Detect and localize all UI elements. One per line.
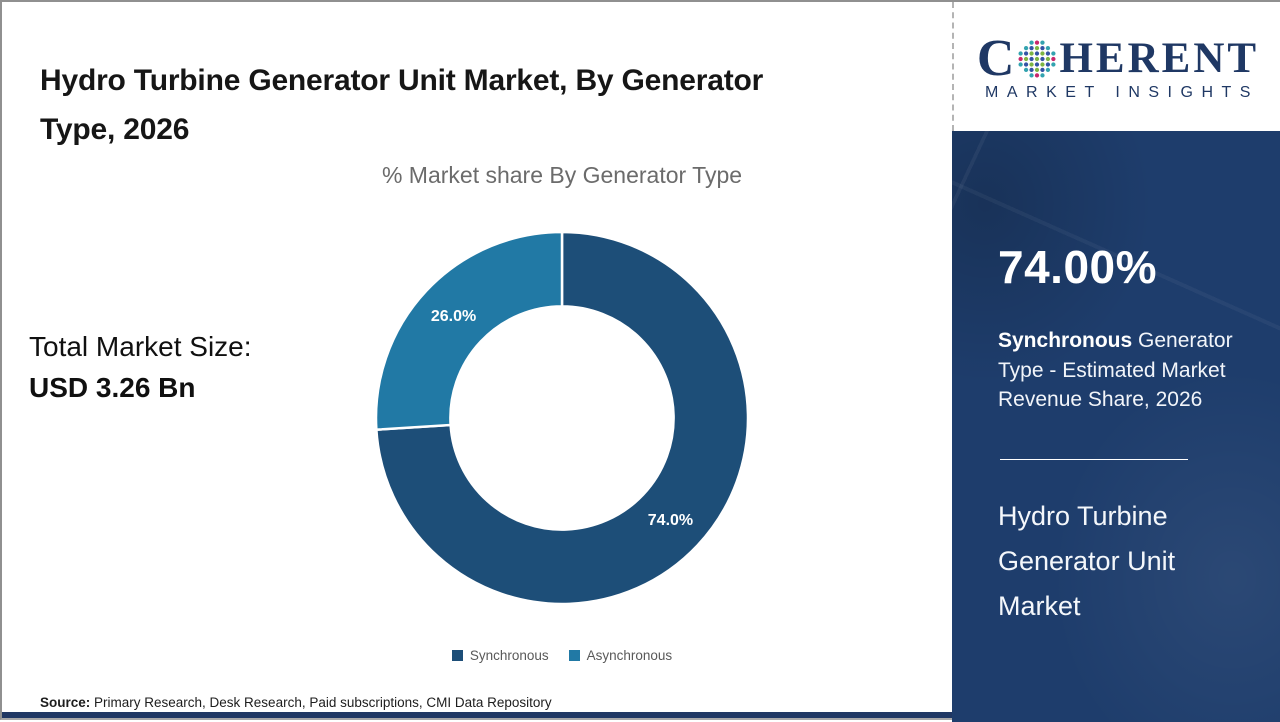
logo-subtitle: MARKET INSIGHTS [985,84,1259,101]
bottom-accent-bar [2,712,952,718]
total-market-size-value: USD 3.26 Bn [29,372,196,403]
chart-legend: Synchronous Asynchronous [312,648,812,663]
donut-slice-synchronous [375,230,750,606]
sidebar-divider [1000,459,1188,460]
logo-wordmark-rest: HERENT [1059,35,1260,82]
legend-swatch-synchronous-icon [451,650,463,661]
total-market-size-block: Total Market Size: USD 3.26 Bn [29,326,252,408]
donut-slice-asynchronous [374,230,564,432]
donut-chart: 74.0% 26.0% [362,218,762,618]
main-panel: Hydro Turbine Generator Unit Market, By … [2,2,952,718]
legend-item-asynchronous: Asynchronous [568,648,673,663]
source-text: Primary Research, Desk Research, Paid su… [90,695,552,710]
highlight-stat-value: 74.00% [998,241,1158,293]
stat-description-rest: Generator Type - Estimated Market Revenu… [998,329,1233,411]
sidebar-market-name: Hydro Turbine Generator Unit Market [998,501,1176,621]
slice-label-asynchronous: 26.0% [431,308,476,325]
brand-logo: C HERENT MARKET INSIGHTS [952,2,1280,131]
sidebar-panel: C HERENT MARKET INSIGHTS 74.00% Synchron… [952,2,1280,722]
highlight-stat-description: Synchronous Generator Type - Estimated M… [998,326,1254,415]
total-market-size-label: Total Market Size: [29,331,252,362]
logo-letter-c: C [976,30,1015,87]
slice-label-synchronous: 74.0% [648,512,693,529]
chart-subtitle: % Market share By Generator Type [381,162,743,188]
source-line: Source: Primary Research, Desk Research,… [40,695,552,710]
brand-logo-wordmark: C HERENT [976,30,1260,87]
legend-label: Synchronous [469,648,549,663]
page-title: Hydro Turbine Generator Unit Market, By … [40,64,764,147]
source-label: Source: [40,695,91,710]
donut-chart-svg: 74.0% 26.0% [374,230,750,606]
legend-swatch-asynchronous-icon [568,650,580,661]
globe-dots-icon [1018,40,1056,78]
legend-item-synchronous: Synchronous [451,648,549,663]
stat-description-highlight: Synchronous [998,329,1133,352]
legend-label: Asynchronous [586,648,673,663]
